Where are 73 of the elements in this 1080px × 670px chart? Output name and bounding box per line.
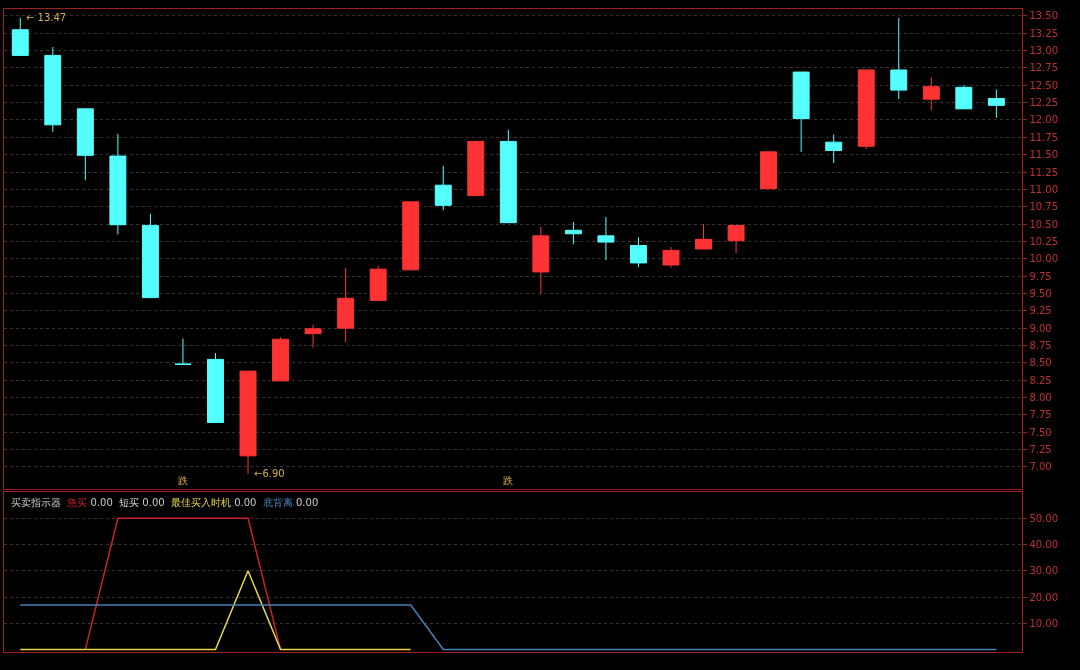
candlestick: [304, 324, 322, 349]
y-tick-label: 12.50: [1029, 79, 1059, 91]
y-tick-label: 8.50: [1029, 357, 1052, 369]
y-tick-label: 9.50: [1029, 287, 1052, 299]
y-tick-label: 20.00: [1029, 591, 1059, 603]
y-tick-label: 40.00: [1029, 539, 1059, 551]
y-tick-label: 12.75: [1029, 62, 1059, 74]
y-tick-label: 7.25: [1029, 444, 1052, 456]
y-tick-label: 7.50: [1029, 426, 1052, 438]
annotation: 0.00: [234, 497, 257, 508]
y-tick-label: 11.50: [1029, 149, 1059, 161]
y-tick-label: 7.75: [1029, 409, 1052, 421]
candlestick: [499, 129, 517, 224]
text: 急买: [66, 497, 88, 508]
annotation: 0.00: [90, 497, 113, 508]
candlestick: [109, 133, 127, 235]
candlestick: [44, 46, 62, 133]
y-tick-label: 10.75: [1029, 201, 1059, 213]
candlestick: [922, 77, 940, 111]
candlestick: [727, 224, 745, 254]
candlestick: [369, 265, 387, 301]
text: 跌: [503, 475, 513, 486]
candlestick: [760, 151, 778, 190]
candlestick: [337, 267, 355, 343]
y-tick-label: 11.75: [1029, 131, 1059, 143]
candlestick: [597, 216, 615, 261]
text: 底背离: [262, 497, 293, 508]
y-tick-label: 12.25: [1029, 97, 1059, 109]
candlestick: [662, 246, 680, 269]
candlestick: [76, 108, 94, 181]
candlestick: [955, 84, 973, 110]
y-tick-label: 50.00: [1029, 512, 1059, 524]
candlestick: [467, 140, 485, 197]
candlestick: [792, 71, 810, 153]
y-tick-label: 11.00: [1029, 183, 1059, 195]
candlestick: [141, 213, 159, 299]
y-tick-label: 11.25: [1029, 166, 1059, 178]
annotation: 0.00: [142, 497, 165, 508]
y-tick-label: 13.00: [1029, 45, 1059, 57]
legend-label: 短买: [119, 497, 140, 508]
candlestick: [825, 134, 843, 164]
y-tick-label: 8.00: [1029, 392, 1052, 404]
candlestick: [402, 201, 420, 271]
y-tick-label: 10.00: [1029, 617, 1059, 629]
candlestick: [207, 352, 224, 424]
candlestick: [272, 336, 290, 382]
text: 跌: [178, 475, 188, 486]
candlestick: [434, 165, 452, 211]
y-tick-label: 13.25: [1029, 27, 1059, 39]
y-tick-label: 8.75: [1029, 340, 1052, 351]
y-tick-label: 9.75: [1029, 270, 1052, 282]
annotation: 0.00: [295, 497, 319, 508]
text: 买卖指示器: [11, 497, 61, 508]
y-tick-label: 10.00: [1029, 253, 1059, 265]
candlestick: [890, 17, 908, 100]
candlestick: [695, 223, 713, 250]
text: 最佳买入时机: [170, 497, 231, 508]
text: ← 13.47: [26, 12, 67, 23]
y-tick-label: 9.25: [1029, 305, 1052, 317]
y-tick-label: 8.25: [1029, 374, 1052, 386]
y-tick-label: 10.25: [1029, 235, 1059, 247]
candlestick: [564, 221, 582, 245]
candlestick: [532, 226, 550, 295]
y-tick-label: 9.00: [1029, 322, 1052, 334]
y-tick-label: 10.50: [1029, 218, 1059, 230]
text: ←6.90: [254, 468, 285, 479]
y-tick-label: 30.00: [1029, 565, 1059, 577]
candlestick: [987, 88, 1005, 119]
y-tick-label: 12.00: [1029, 114, 1059, 126]
candlestick: [629, 236, 647, 268]
candlestick: [857, 69, 875, 150]
y-tick-label: 13.50: [1029, 10, 1059, 22]
y-tick-label: 7.00: [1029, 461, 1052, 473]
